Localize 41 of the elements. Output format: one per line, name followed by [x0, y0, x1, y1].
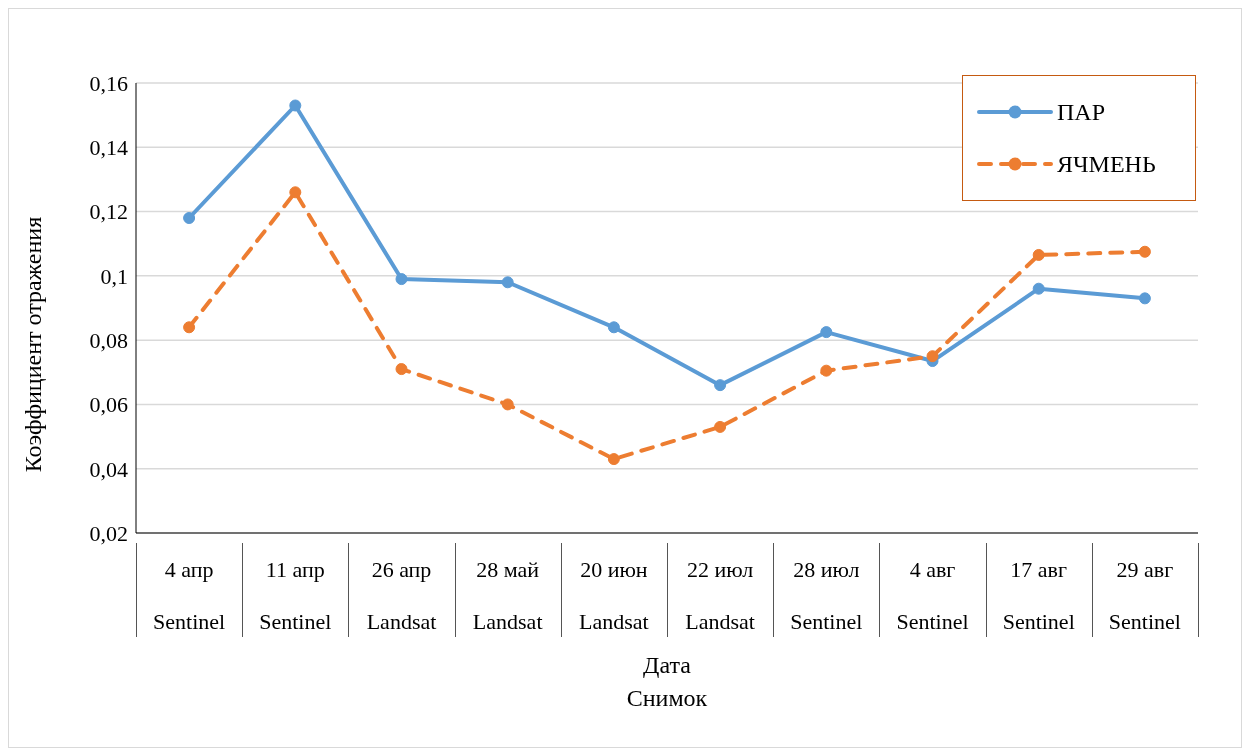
- point: [289, 99, 302, 112]
- point: [714, 420, 727, 433]
- category-label: 17 авг Sentinel: [1002, 557, 1075, 634]
- category-label: 26 апр Landsat: [366, 557, 437, 634]
- legend-label: ЯЧМЕНЬ: [1057, 150, 1156, 178]
- point: [289, 186, 302, 199]
- point: [926, 350, 939, 363]
- point: [714, 379, 727, 392]
- y-tick-label: 0,04: [89, 456, 128, 482]
- y-tick-label: 0,16: [89, 70, 128, 96]
- point: [820, 364, 833, 377]
- point: [183, 212, 196, 224]
- x-axis-title: Дата Снимок: [625, 651, 709, 713]
- point: [1138, 292, 1151, 305]
- category-label: 28 июл Sentinel: [790, 557, 863, 634]
- point: [1032, 248, 1045, 261]
- y-tick-label: 0,02: [89, 520, 128, 546]
- point: [501, 276, 514, 289]
- point: [1138, 245, 1151, 258]
- y-axis-title: Коэффициент отражения: [20, 216, 48, 472]
- category-label: 4 апр Sentinel: [153, 557, 226, 634]
- point: [607, 321, 620, 334]
- point: [395, 273, 408, 286]
- y-tick-label: 0,14: [89, 135, 128, 161]
- legend-label: ПАР: [1057, 98, 1106, 126]
- y-tick-label: 0,1: [100, 263, 128, 289]
- category-label: 11 апр Sentinel: [259, 557, 332, 634]
- point: [1032, 282, 1045, 295]
- point: [395, 363, 408, 376]
- category-label: 4 авг Sentinel: [896, 557, 969, 634]
- category-label: 28 май Landsat: [472, 557, 543, 634]
- category-label: 20 июн Landsat: [579, 557, 649, 634]
- category-label: 22 июл Landsat: [685, 557, 755, 634]
- point: [501, 398, 514, 411]
- y-tick-label: 0,12: [89, 199, 128, 225]
- category-label: 29 авг Sentinel: [1108, 557, 1181, 634]
- point: [183, 321, 196, 334]
- point: [820, 326, 833, 339]
- y-tick-label: 0,08: [89, 327, 128, 353]
- y-tick-label: 0,06: [89, 392, 128, 418]
- point: [607, 453, 620, 466]
